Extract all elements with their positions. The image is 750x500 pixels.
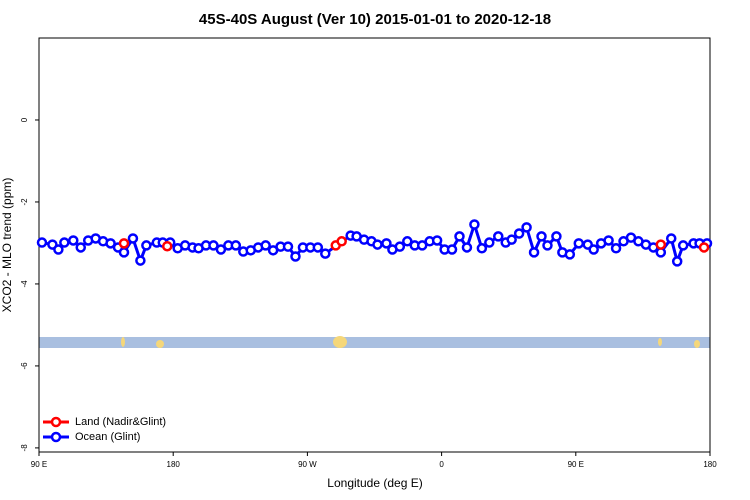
data-point [431,235,443,246]
data-point [476,243,488,254]
data-point [141,240,152,251]
data-point [542,240,553,251]
data-point [394,241,406,252]
x-tick-label: 180 [167,460,181,469]
y-axis-label: XCO2 - MLO trend (ppm) [0,178,14,313]
y-tick-label: -4 [20,280,29,288]
data-point [59,237,70,248]
y-tick-label: -2 [20,198,29,206]
data-point [312,242,324,253]
land-mask [39,336,710,348]
x-tick-label: 0 [439,460,444,469]
data-point [260,240,271,251]
data-point [118,247,130,258]
data-point [513,228,525,239]
data-point [336,236,347,247]
data-point [68,235,79,246]
y-tick-label: -6 [20,362,29,370]
data-point [493,231,504,242]
y-tick-label: 0 [20,117,29,122]
legend-label: Ocean (Glint) [75,431,140,443]
x-tick-label: 180 [703,460,717,469]
data-point [230,240,242,251]
x-tick-label: 90 E [31,460,47,469]
data-point [521,222,532,233]
x-tick-label: 90 W [298,460,317,469]
data-point [75,242,87,253]
data-point [551,231,562,242]
data-point [655,239,667,250]
data-point [484,237,495,248]
data-point [53,244,64,255]
data-point [671,256,683,267]
x-axis-label: Longitude (deg E) [327,476,422,490]
data-point [290,251,301,262]
data-point [573,238,585,249]
data-point [381,238,392,249]
data-point [536,231,547,242]
data-point [588,244,599,255]
data-point [461,242,473,253]
data-point [469,219,480,230]
data-point [665,233,677,244]
data-point [282,241,294,252]
data-point [127,233,139,244]
legend-marker [50,416,62,428]
chart-title: 45S-40S August (Ver 10) 2015-01-01 to 20… [199,11,551,28]
data-point [161,240,173,252]
data-point [446,244,458,255]
data-point [603,235,614,246]
data-point [215,244,227,255]
data-point [118,238,130,249]
data-point [105,238,116,249]
x-tick-label: 90 E [568,460,584,469]
data-point [506,234,517,245]
data-point [372,239,383,250]
data-point [677,240,689,251]
data-point [402,236,413,247]
data-point [610,243,622,254]
data-point [135,255,146,266]
data-point [36,237,48,248]
data-point [416,240,428,251]
data-point [528,247,540,258]
data-point [454,231,465,242]
legend-label: Land (Nadir&Glint) [75,416,166,428]
y-tick-label: -8 [20,444,29,452]
legend-marker [50,431,62,443]
data-point [320,248,331,259]
data-point [208,240,219,251]
data-point [698,242,710,253]
data-point [564,249,576,260]
